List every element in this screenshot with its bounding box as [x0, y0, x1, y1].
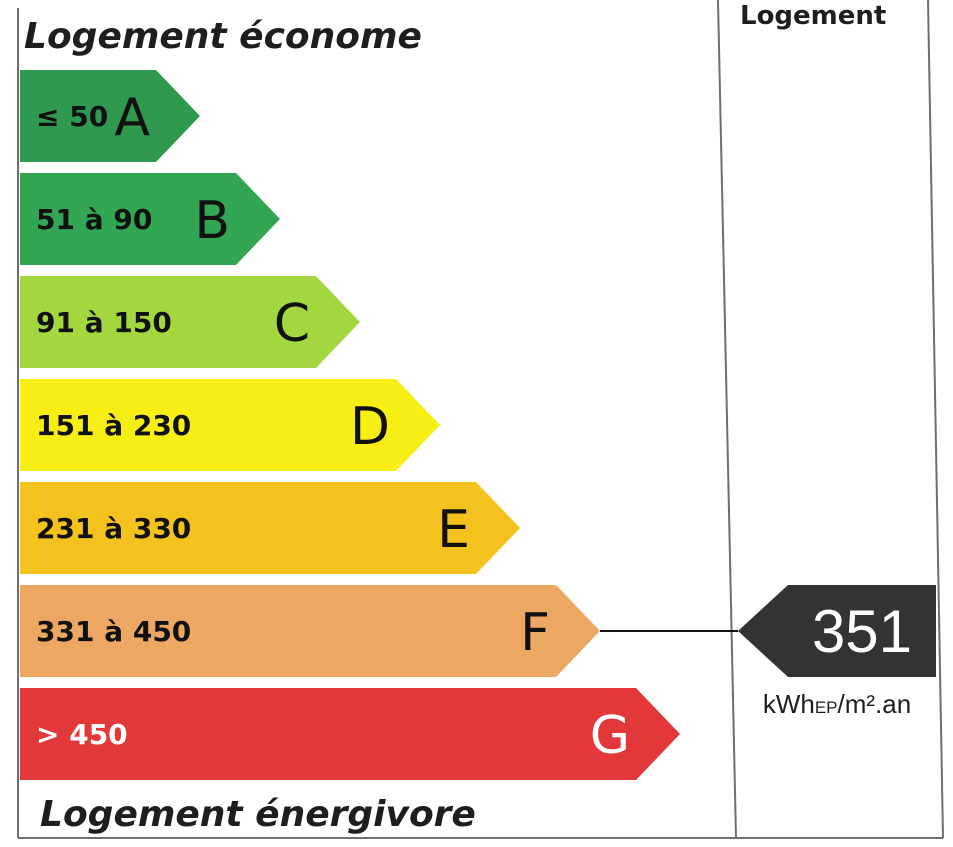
value-text: 351	[812, 598, 912, 665]
class-letter-a: A	[114, 88, 150, 148]
class-bar-c	[20, 276, 360, 368]
class-bar-e	[20, 482, 520, 574]
value-unit: kWhEP/m².an	[763, 689, 911, 719]
unit-rest: /m².an	[838, 689, 912, 719]
class-bar-d	[20, 379, 440, 471]
class-letter-b: B	[194, 191, 230, 251]
class-letter-g: G	[590, 706, 630, 766]
class-range-g: > 450	[36, 718, 128, 751]
class-bars: ≤ 50 A 51 à 90 B 91 à 150 C 151 à 230 D 231 à 33…	[20, 70, 680, 780]
header-bottom: Logement énergivore	[40, 794, 476, 835]
frame-right	[927, 0, 944, 839]
unit-main: kWh	[763, 689, 815, 719]
class-range-f: 331 à 450	[36, 615, 191, 648]
class-range-d: 151 à 230	[36, 409, 191, 442]
unit-sub: EP	[815, 698, 838, 717]
class-range-e: 231 à 330	[36, 512, 191, 545]
value-marker	[738, 585, 936, 677]
column-title: Logement	[740, 1, 886, 31]
header-top: Logement économe	[24, 16, 422, 57]
class-range-a: ≤ 50	[36, 100, 108, 133]
class-range-c: 91 à 150	[36, 306, 172, 339]
class-letter-c: C	[274, 294, 310, 354]
class-letter-d: D	[350, 397, 390, 457]
class-bar-b	[20, 173, 280, 265]
class-bar-g	[20, 688, 680, 780]
class-bar-f	[20, 585, 600, 677]
class-letter-e: E	[437, 500, 470, 560]
class-letter-f: F	[520, 603, 550, 663]
class-range-b: 51 à 90	[36, 203, 152, 236]
column-divider	[717, 0, 737, 839]
class-bar-a	[20, 70, 200, 162]
